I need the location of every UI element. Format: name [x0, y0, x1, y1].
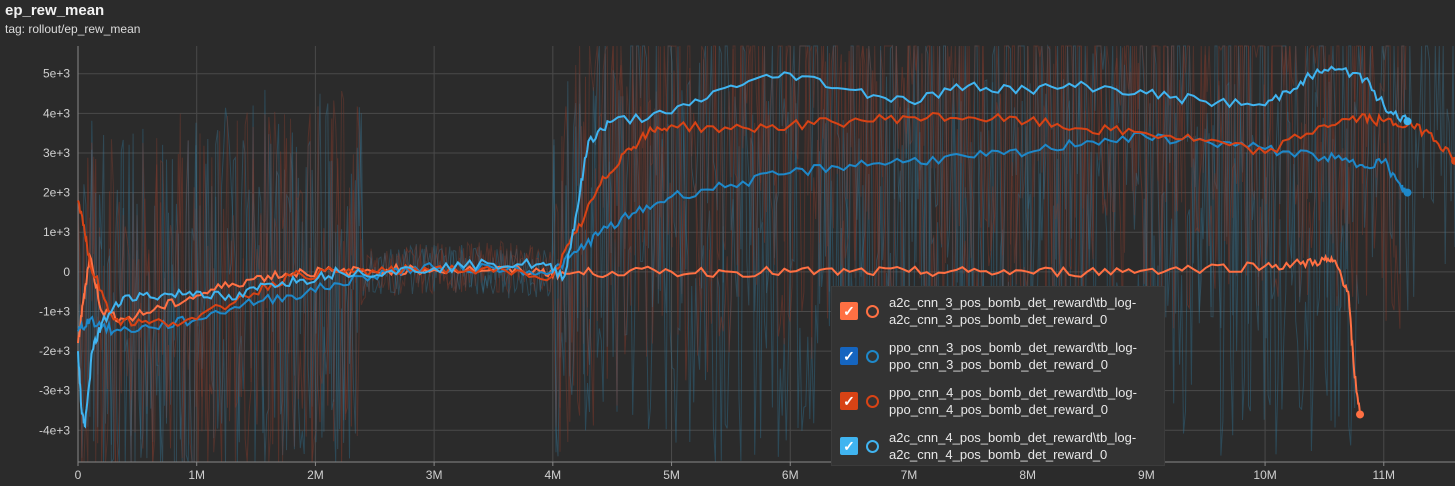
y-tick-label: -3e+3: [39, 384, 70, 398]
series-end-point-2: [1451, 156, 1455, 165]
x-tick-label: 2M: [307, 468, 324, 482]
x-tick-label: 7M: [901, 468, 918, 482]
x-tick-label: 0: [75, 468, 82, 482]
legend-checkbox[interactable]: ✓: [840, 302, 858, 320]
legend-item[interactable]: ✓ a2c_cnn_3_pos_bomb_det_reward\tb_log- a…: [840, 291, 1159, 331]
y-tick-label: 1e+3: [43, 225, 70, 239]
legend-item[interactable]: ✓ ppo_cnn_3_pos_bomb_det_reward\tb_log- p…: [840, 336, 1159, 376]
legend-label: a2c_cnn_4_pos_bomb_det_reward\tb_log- a2…: [889, 430, 1137, 462]
legend-label: ppo_cnn_3_pos_bomb_det_reward\tb_log- pp…: [889, 340, 1137, 372]
series-end-point-3: [1403, 117, 1412, 126]
legend-radio-circle[interactable]: [866, 394, 879, 408]
legend-radio-circle[interactable]: [866, 349, 879, 363]
y-tick-label: 2e+3: [43, 186, 70, 200]
legend-checkbox[interactable]: ✓: [840, 437, 858, 455]
series-end-point-1: [1403, 188, 1412, 197]
y-tick-label: 3e+3: [43, 146, 70, 160]
y-tick-label: 0: [63, 265, 70, 279]
legend-radio-circle[interactable]: [866, 439, 879, 453]
chart-title: ep_rew_mean: [5, 2, 105, 19]
y-tick-label: 4e+3: [43, 106, 70, 120]
y-tick-label: -4e+3: [39, 423, 70, 437]
legend-label: ppo_cnn_4_pos_bomb_det_reward\tb_log- pp…: [889, 385, 1137, 417]
x-tick-label: 8M: [1019, 468, 1036, 482]
legend-checkbox[interactable]: ✓: [840, 392, 858, 410]
x-tick-label: 1M: [188, 468, 205, 482]
x-tick-label: 3M: [426, 468, 443, 482]
legend-item[interactable]: ✓ a2c_cnn_4_pos_bomb_det_reward\tb_log- a…: [840, 426, 1159, 466]
y-tick-label: 5e+3: [43, 67, 70, 81]
raw-trace-2: [77, 44, 1455, 464]
series-line-3: [77, 65, 1409, 429]
legend-checkbox[interactable]: ✓: [840, 347, 858, 365]
series-line-2: [77, 111, 1455, 328]
x-tick-label: 5M: [663, 468, 680, 482]
x-tick-label: 4M: [544, 468, 561, 482]
legend-radio-circle[interactable]: [866, 304, 879, 318]
raw-trace-3: [77, 45, 1407, 463]
series-line-1: [77, 131, 1409, 337]
legend-item[interactable]: ✓ ppo_cnn_4_pos_bomb_det_reward\tb_log- p…: [840, 381, 1159, 421]
chart-tag-subtitle: tag: rollout/ep_rew_mean: [5, 22, 141, 36]
x-tick-label: 9M: [1138, 468, 1155, 482]
series-end-point-0: [1356, 410, 1365, 419]
x-tick-label: 6M: [782, 468, 799, 482]
legend-panel: ✓ a2c_cnn_3_pos_bomb_det_reward\tb_log- a…: [831, 286, 1165, 466]
x-tick-label: 11M: [1373, 468, 1395, 482]
x-tick-label: 10M: [1253, 468, 1276, 482]
y-tick-label: -2e+3: [39, 344, 70, 358]
series-line-0: [77, 252, 1361, 415]
raw-trace-1: [77, 45, 1407, 463]
legend-label: a2c_cnn_3_pos_bomb_det_reward\tb_log- a2…: [889, 295, 1137, 327]
y-tick-label: -1e+3: [39, 304, 70, 318]
